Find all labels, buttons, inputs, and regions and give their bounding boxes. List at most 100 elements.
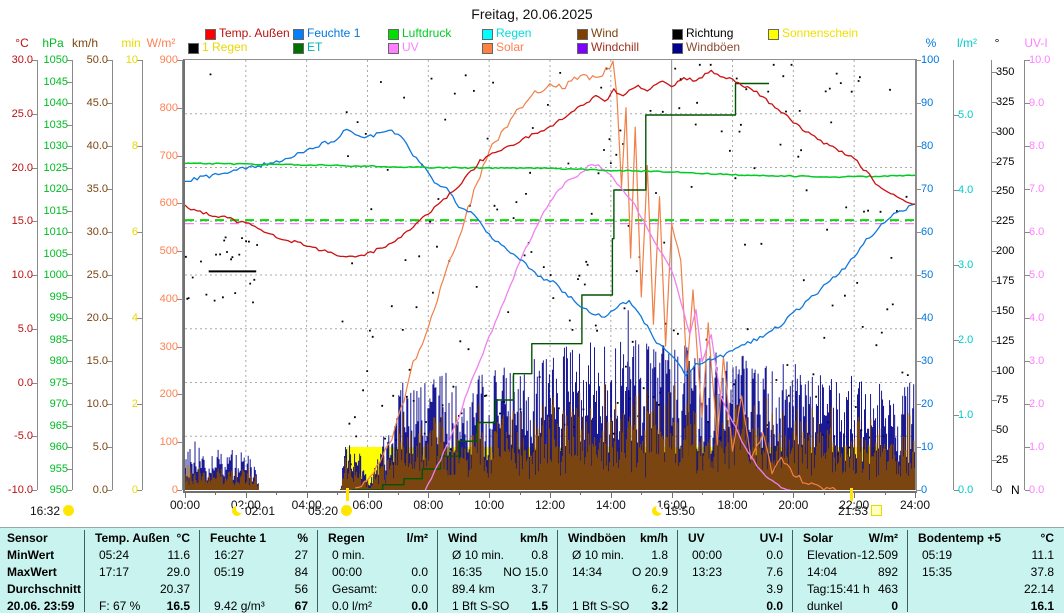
axis-tick-label: 500	[159, 245, 178, 258]
marker-05-20: 05:20	[308, 503, 353, 518]
table-separator	[199, 530, 200, 612]
axis-tick-label: 50	[996, 424, 1009, 437]
axis-tick	[1025, 318, 1030, 319]
axis-tick-label: 15.0	[86, 355, 108, 367]
x-tick-label: 22:00	[839, 498, 870, 512]
axis-tick-label: 10	[125, 54, 138, 66]
axis-tick-label: 1015	[43, 204, 68, 217]
table-cell-time: 16:27	[214, 548, 245, 562]
axis-line	[72, 60, 73, 490]
table-separator	[792, 530, 793, 612]
axis-tick-label: 400	[159, 292, 178, 305]
axis-tick-label: 960	[49, 441, 68, 453]
axis-tick-label: 225	[996, 215, 1015, 228]
axis-unit-label: UV-I	[1024, 36, 1048, 50]
table-cell-value: 16.1	[1030, 599, 1054, 613]
x-tick-label: 12:00	[534, 498, 566, 512]
axis-tick-label: 10.0	[11, 269, 33, 281]
axis-tick-label: 3.0	[1029, 355, 1045, 367]
x-tick-label: 16:00	[656, 498, 687, 512]
axis-tick	[992, 310, 997, 312]
axis-tick-label: 600	[159, 197, 178, 210]
table-cell-value: 16.5	[166, 599, 190, 613]
axis-tick	[1025, 361, 1030, 362]
table-col-header: Temp. Außen	[95, 531, 170, 545]
axis-tick	[67, 146, 72, 147]
axis-tick	[32, 328, 37, 330]
chart-plot	[185, 60, 915, 490]
marker-15-50: 15:50	[652, 503, 695, 518]
table-cell-time: dunkel	[807, 599, 843, 613]
axis-tick	[32, 60, 37, 61]
axis-tick	[992, 101, 997, 103]
axis-tick	[177, 346, 182, 348]
axis-tick	[67, 318, 72, 319]
axis-tick	[32, 167, 37, 169]
axis-tick-label: 25	[996, 454, 1009, 467]
x-tick	[367, 492, 369, 498]
axis-tick-label: 250	[996, 185, 1015, 198]
axis-tick	[67, 296, 72, 298]
table-cell-value: 1.5	[531, 599, 548, 613]
axis-tick-label: 100	[996, 364, 1015, 377]
table-cell-value: 29.0	[166, 565, 190, 579]
axis-tick-label: 1040	[43, 97, 68, 109]
axis-tick	[67, 167, 72, 169]
axis-tick	[67, 404, 72, 405]
table-cell-value: 22.14	[1023, 582, 1054, 596]
axis-tick-label: 30.0	[11, 54, 33, 66]
table-cell-value: 6.2	[651, 582, 668, 596]
axis-tick	[137, 404, 142, 405]
axis-tick-label: 7.0	[1029, 183, 1045, 195]
stats-table: Sensor MinWert MaxWert Durchschnitt 20.06. 2…	[0, 527, 1064, 613]
axis-tick	[954, 264, 959, 266]
x-tick-label: 18:00	[717, 498, 748, 512]
axis-line	[915, 60, 916, 490]
x-tick	[641, 492, 643, 495]
marker-02-01: 02:01	[232, 503, 275, 518]
x-tick	[793, 492, 795, 498]
axis-tick-label: 0	[921, 484, 928, 496]
axis-tick-label: 0.0	[17, 376, 33, 389]
axis-tick	[916, 103, 921, 104]
axis-tick-label: 10.0	[86, 398, 108, 410]
x-tick-label: 14:00	[595, 498, 626, 512]
sun-icon	[871, 505, 883, 516]
x-tick	[519, 492, 521, 495]
axis-tick	[32, 113, 37, 115]
axis-tick	[992, 191, 997, 193]
axis-tick	[177, 203, 182, 205]
axis-tick-label: 6.0	[1029, 226, 1045, 238]
axis-tick	[107, 232, 112, 233]
legend-label: Wind	[591, 26, 619, 40]
axis-tick-label: 950	[49, 484, 68, 496]
table-row-label: Sensor	[7, 531, 48, 545]
legend-swatch-richtung	[672, 29, 683, 40]
table-col-header: Feuchte 1	[210, 531, 267, 545]
axis-tick-label: 25.0	[86, 269, 108, 281]
axis-tick	[107, 189, 112, 190]
table-col-unit: UV-I	[759, 531, 783, 545]
table-cell-time: 00:00	[692, 548, 723, 562]
table-col-unit: km/h	[639, 531, 668, 545]
axis-tick	[137, 60, 142, 61]
axis-tick-label: 45.0	[86, 97, 108, 109]
axis-tick	[1025, 146, 1030, 147]
axis-tick	[992, 400, 997, 402]
axis-tick	[107, 60, 112, 61]
axis-tick-label: 100	[159, 436, 178, 449]
axis-tick-label: 985	[49, 333, 68, 346]
axis-tick	[107, 275, 112, 276]
axis-tick-label: 20.0	[86, 312, 108, 324]
axis-tick-label: 0	[171, 484, 178, 496]
table-cell-time: 89.4 km	[452, 582, 495, 596]
table-col-header: UV	[688, 531, 705, 545]
x-tick-label: 24:00	[899, 498, 931, 512]
marker-time: 21:53	[838, 503, 869, 518]
x-tick	[823, 492, 825, 495]
axis-tick	[1025, 447, 1030, 448]
axis-tick	[954, 189, 959, 191]
axis-tick-label: 35.0	[86, 183, 108, 195]
axis-tick	[107, 404, 112, 405]
legend-swatch-uv	[388, 43, 399, 54]
